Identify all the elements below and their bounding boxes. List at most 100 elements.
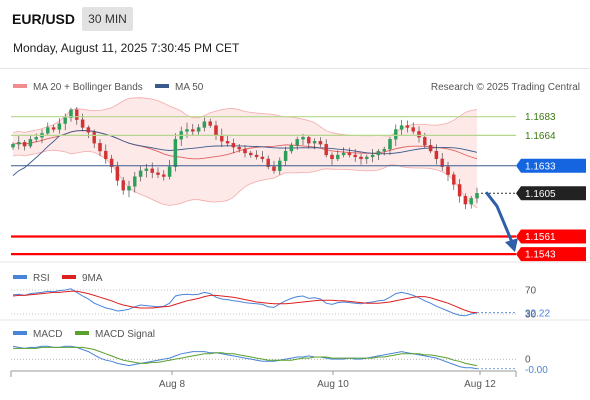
candle-body — [11, 144, 15, 148]
candle-body — [365, 156, 369, 160]
candle-body — [452, 174, 456, 185]
candle-body — [115, 166, 120, 181]
candle-body — [167, 166, 172, 177]
candle-body — [214, 125, 218, 136]
candle-body — [417, 131, 421, 138]
time-axis-label: Aug 8 — [159, 379, 186, 390]
macd-legend-label: MACD — [33, 329, 62, 340]
candle-body — [17, 142, 21, 145]
chart-datetime: Monday, August 11, 2025 7:30:45 PM CET — [13, 41, 240, 55]
candle-body — [463, 196, 468, 205]
candle-body — [138, 170, 143, 177]
candle-body — [57, 123, 62, 130]
candle-body — [220, 135, 224, 142]
support-level-label: 1.1561 — [525, 232, 556, 243]
candle-body — [434, 150, 439, 160]
candle-body — [457, 184, 462, 197]
candle-body — [162, 174, 166, 177]
bollinger-upper-line — [12, 97, 478, 137]
candle-body — [133, 176, 137, 187]
candle-body — [237, 146, 241, 150]
candle-body — [144, 168, 149, 171]
candle-body — [312, 141, 317, 144]
support-level-tag — [516, 229, 586, 244]
candle-body — [341, 152, 346, 156]
candle-body — [469, 198, 473, 205]
candle-body — [28, 139, 33, 147]
support-level-label: 1.1543 — [525, 250, 556, 261]
candle-body — [359, 156, 363, 160]
header-divider — [0, 68, 590, 69]
candle-body — [289, 145, 294, 152]
candle-body — [318, 141, 323, 145]
candle-body — [336, 154, 340, 160]
candle-body — [46, 127, 50, 134]
macd-signal-legend-label: MACD Signal — [95, 329, 155, 340]
candle-body — [254, 154, 259, 158]
indicator-tick-label: 0 — [525, 355, 531, 366]
candle-body — [231, 143, 236, 148]
time-axis-label: Aug 12 — [464, 379, 496, 390]
candle-body — [156, 172, 160, 175]
macd-signal-line — [13, 346, 478, 367]
copyright-label: Research © 2025 Trading Central — [431, 82, 580, 93]
last-price-label: 1.1605 — [525, 189, 556, 200]
rsi-line — [12, 288, 478, 317]
candlestick-panel — [11, 97, 479, 210]
bollinger-legend-swatch — [13, 84, 27, 88]
rsi-ma-legend-swatch — [62, 275, 76, 279]
candle-body — [150, 168, 154, 173]
pivot-level-label: 1.1633 — [525, 161, 556, 172]
rsi-ma-legend-label: 9MA — [82, 273, 103, 284]
rsi-legend-label: RSI — [33, 273, 50, 284]
pivot-level-tag — [516, 158, 586, 173]
timeframe-button[interactable]: 30 MIN — [82, 7, 133, 31]
indicator-tick-label: 30 — [525, 310, 537, 321]
candle-body — [411, 127, 415, 132]
candle-body — [283, 150, 288, 162]
candle-body — [51, 127, 56, 130]
candle-body — [370, 154, 375, 158]
candle-body — [86, 127, 91, 133]
candle-body — [63, 117, 67, 124]
candle-body — [127, 186, 131, 191]
macd-line — [12, 345, 478, 370]
candle-body — [104, 150, 108, 160]
candle-body — [376, 150, 381, 156]
candle-body — [475, 193, 479, 199]
candle-body — [428, 145, 433, 152]
candle-body — [423, 137, 427, 146]
candle-body — [69, 109, 73, 118]
candle-body — [446, 166, 450, 175]
last-price-tag — [516, 186, 586, 201]
indicator-last-value-label: 32.22 — [525, 309, 550, 320]
candle-body — [266, 158, 270, 167]
candle-body — [225, 141, 230, 144]
support-level-tag — [516, 247, 586, 262]
candle-body — [388, 139, 392, 150]
forecast-arrow-head — [505, 238, 518, 253]
macd-legend-swatch — [13, 331, 27, 335]
candle-body — [324, 144, 328, 156]
rsi-legend-swatch — [13, 275, 27, 279]
indicator-last-value-label: -0.00 — [525, 365, 548, 376]
candle-body — [301, 137, 305, 140]
candle-body — [243, 148, 247, 154]
time-axis: Aug 8 Aug 10 Aug 12 — [159, 371, 496, 390]
candle-body — [399, 125, 404, 130]
candle-body — [394, 129, 398, 140]
candle-body — [196, 127, 201, 132]
candle-body — [208, 121, 212, 126]
candle-body — [185, 129, 189, 132]
candle-body — [22, 142, 27, 147]
candle-body — [405, 125, 410, 128]
resistance-level-label: 1.1664 — [525, 131, 556, 142]
indicator-tick-label: 70 — [525, 286, 537, 297]
macd-signal-legend-swatch — [75, 331, 89, 335]
candle-body — [249, 152, 253, 156]
symbol-title: EUR/USD — [12, 11, 76, 27]
ma50-legend-label: MA 50 — [175, 82, 204, 93]
bollinger-legend-label: MA 20 + Bollinger Bands — [33, 82, 143, 93]
